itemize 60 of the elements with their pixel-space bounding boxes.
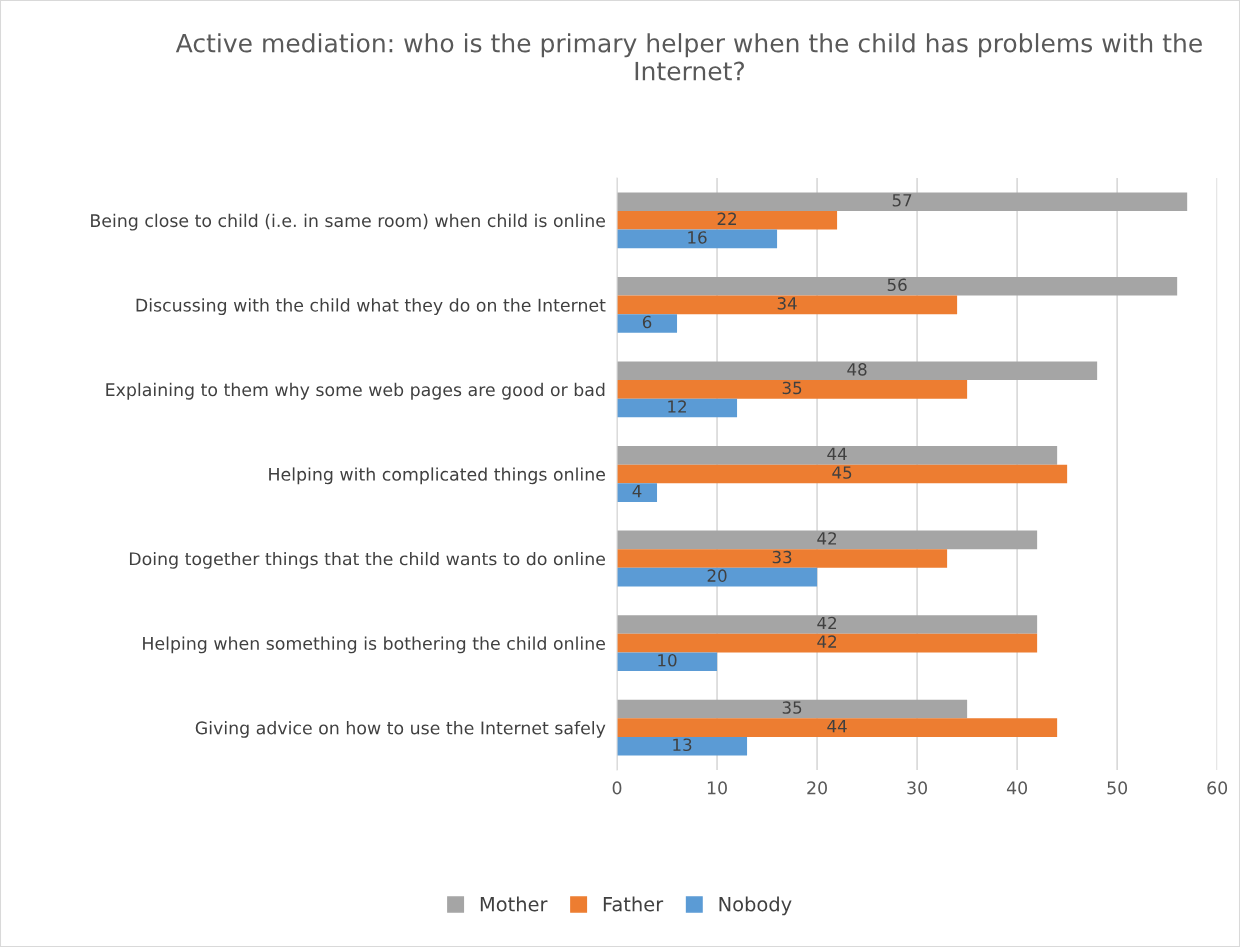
x-tick-label: 40 bbox=[1006, 781, 1028, 795]
bar bbox=[617, 633, 1038, 653]
x-tick-label: 20 bbox=[807, 781, 827, 795]
bar bbox=[617, 295, 958, 315]
bar bbox=[617, 192, 1188, 212]
data-label: 42 bbox=[817, 635, 837, 648]
data-label: 44 bbox=[827, 447, 847, 460]
data-label: 20 bbox=[707, 569, 727, 582]
bar bbox=[617, 718, 1058, 737]
data-label: 42 bbox=[817, 532, 837, 545]
bar bbox=[617, 446, 1058, 465]
y-tick-label: Helping when something is bothering the child online bbox=[143, 636, 605, 654]
legend-label: Father bbox=[603, 896, 664, 912]
legend-label: Mother bbox=[480, 896, 548, 912]
chart-title: Active mediation: who is the primary helper when the child has problems with the Internet? bbox=[175, 33, 1202, 81]
data-label: 57 bbox=[892, 194, 912, 207]
bar bbox=[617, 483, 658, 502]
data-label: 48 bbox=[847, 363, 867, 376]
x-tick-label: 60 bbox=[1207, 781, 1228, 795]
bar bbox=[617, 229, 778, 249]
bar bbox=[617, 549, 948, 568]
bar bbox=[617, 567, 818, 587]
data-label: 33 bbox=[772, 550, 792, 564]
data-label: 10 bbox=[658, 653, 677, 667]
data-label: 4 bbox=[632, 485, 642, 498]
data-label: 22 bbox=[717, 212, 736, 225]
x-tick-label: 50 bbox=[1107, 781, 1128, 795]
data-label: 34 bbox=[777, 297, 797, 310]
bar bbox=[617, 699, 968, 719]
y-tick-label: Discussing with the child what they do on the Internet bbox=[136, 298, 606, 316]
bar bbox=[617, 361, 1098, 381]
y-tick-label: Doing together things that the child wants to do online bbox=[129, 551, 605, 569]
y-tick-label: Giving advice on how to use the Internet safely bbox=[195, 721, 606, 738]
bar bbox=[617, 736, 748, 756]
data-label: 16 bbox=[688, 231, 707, 244]
y-tick-label: Helping with complicated things online bbox=[269, 467, 605, 485]
data-label: 42 bbox=[817, 616, 837, 630]
data-label: 56 bbox=[887, 278, 907, 292]
data-label: 35 bbox=[782, 701, 802, 714]
bar bbox=[617, 652, 718, 671]
bar bbox=[617, 615, 1038, 634]
x-tick-label: 0 bbox=[612, 781, 622, 795]
data-label: 6 bbox=[642, 315, 652, 329]
bar bbox=[617, 398, 738, 418]
data-label: 13 bbox=[673, 738, 692, 752]
bar bbox=[617, 314, 678, 333]
data-label: 44 bbox=[827, 720, 847, 733]
bar bbox=[617, 211, 838, 230]
data-label: 35 bbox=[782, 381, 802, 395]
bar bbox=[617, 530, 1038, 550]
bar bbox=[617, 276, 1178, 296]
x-tick-label: 30 bbox=[907, 781, 927, 795]
bar bbox=[617, 464, 1068, 484]
bar bbox=[617, 380, 968, 399]
y-tick-label: Explaining to them why some web pages are good or bad bbox=[106, 382, 605, 400]
data-label: 45 bbox=[832, 466, 852, 479]
y-tick-label: Being close to child (i.e. in same room) when child is online bbox=[91, 213, 605, 231]
data-label: 12 bbox=[668, 400, 686, 413]
legend-label: Nobody bbox=[719, 896, 792, 916]
x-tick-label: 10 bbox=[707, 781, 727, 795]
